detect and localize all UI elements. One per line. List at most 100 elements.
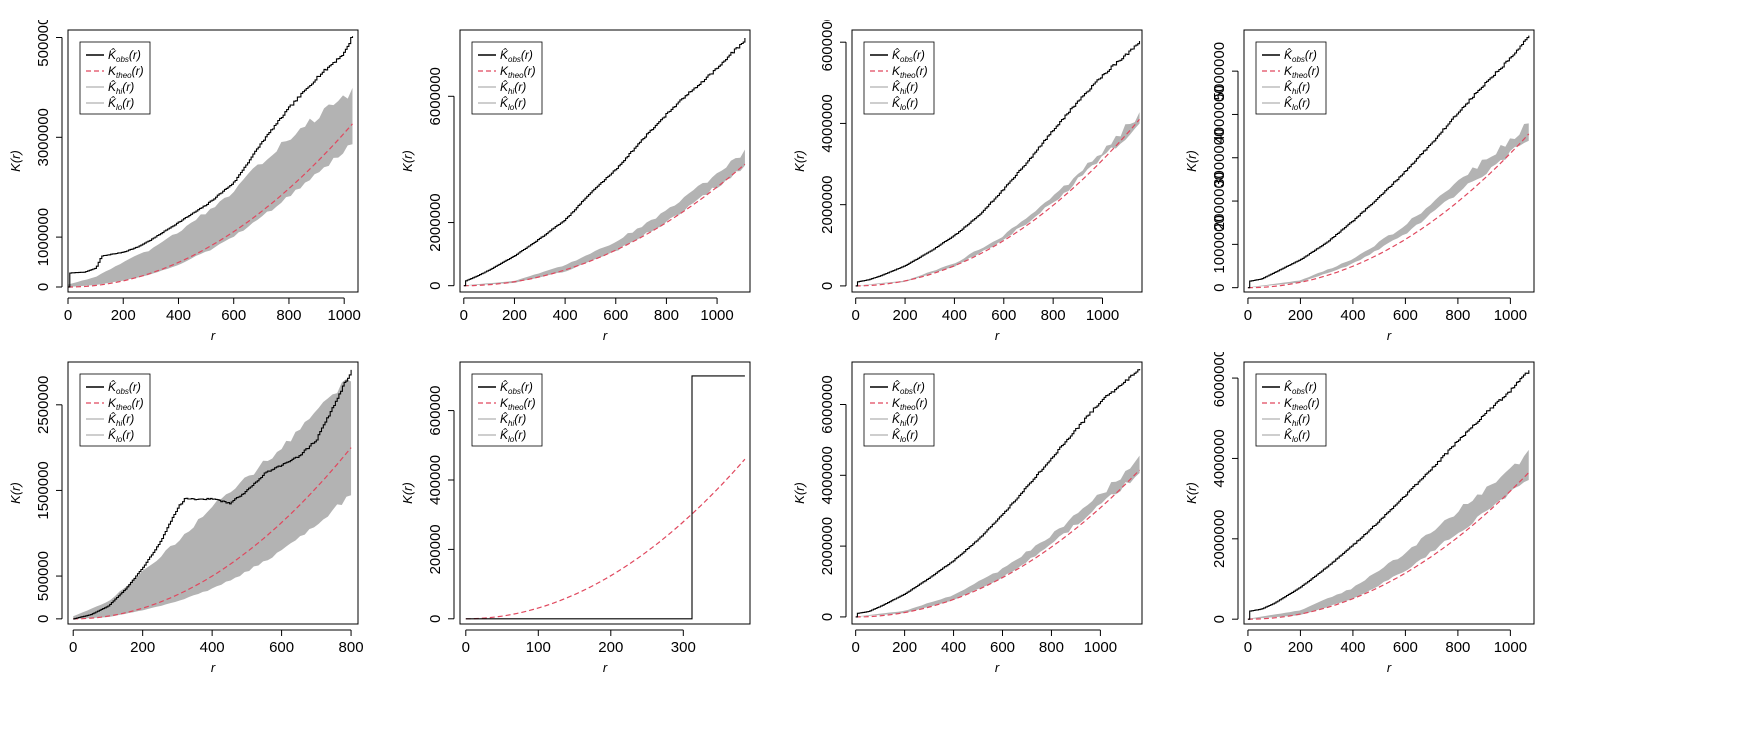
x-tick-label: 1000 xyxy=(1084,639,1117,656)
x-tick-label: 600 xyxy=(1393,639,1418,656)
y-tick-label: 3000000 xyxy=(1211,129,1228,187)
legend-entry: K̂hi(r) xyxy=(892,411,918,428)
legend-entry: K̂lo(r) xyxy=(500,427,526,444)
y-tick-label: 0 xyxy=(819,282,836,290)
theoretical-curve xyxy=(1247,133,1530,289)
legend: K̂obs(r)Ktheo(r)K̂hi(r)K̂lo(r) xyxy=(1255,41,1327,115)
legend-entry: K̂hi(r) xyxy=(1284,79,1310,96)
legend-entry: Ktheo(r) xyxy=(108,64,144,80)
y-tick-label: 6000000 xyxy=(819,20,836,71)
x-tick-label: 1000 xyxy=(328,307,361,324)
y-tick-label: 0 xyxy=(819,613,836,621)
y-tick-label: 5000000 xyxy=(1211,42,1228,100)
x-tick-label: 200 xyxy=(892,639,917,656)
y-axis-label: K(r) xyxy=(792,482,807,504)
x-tick-label: 0 xyxy=(69,639,77,656)
y-tick-label: 4000000 xyxy=(819,446,836,504)
theoretical-curve xyxy=(73,447,352,620)
x-tick-label: 400 xyxy=(942,307,967,324)
x-tick-label: 200 xyxy=(893,307,918,324)
y-axis-label: K(r) xyxy=(1184,150,1199,172)
legend: K̂obs(r)Ktheo(r)K̂hi(r)K̂lo(r) xyxy=(79,41,151,115)
k-function-panel-7: 0 200 400 600 800 1000 0 2000000 4000000 6000000 r… xyxy=(792,361,1143,675)
y-tick-label: 0 xyxy=(427,615,444,623)
legend-entry: K̂lo(r) xyxy=(892,95,918,112)
envelope-band xyxy=(68,87,353,288)
legend-entry: K̂hi(r) xyxy=(500,79,526,96)
x-tick-label: 200 xyxy=(130,639,155,656)
envelope-band xyxy=(73,378,352,619)
plot-frame xyxy=(459,361,751,625)
plot-frame xyxy=(851,29,1143,293)
y-tick-label: 5000000 xyxy=(35,20,52,67)
legend-entry: K̂lo(r) xyxy=(892,427,918,444)
x-tick-label: 0 xyxy=(851,639,859,656)
x-tick-label: 600 xyxy=(990,639,1015,656)
x-tick-label: 800 xyxy=(1445,639,1470,656)
x-tick-label: 0 xyxy=(64,307,72,324)
x-tick-label: 800 xyxy=(339,639,364,656)
x-tick-label: 300 xyxy=(671,639,696,656)
x-axis-label: r xyxy=(211,660,216,675)
x-tick-label: 600 xyxy=(269,639,294,656)
x-tick-label: 600 xyxy=(221,307,246,324)
legend: K̂obs(r)Ktheo(r)K̂hi(r)K̂lo(r) xyxy=(863,41,935,115)
envelope-band xyxy=(1247,123,1529,288)
observed-curve xyxy=(68,36,354,288)
y-tick-label: 6000000 xyxy=(427,67,444,125)
legend: K̂obs(r)Ktheo(r)K̂hi(r)K̂lo(r) xyxy=(471,373,543,447)
legend-entry: Ktheo(r) xyxy=(1284,396,1320,412)
x-tick-label: 800 xyxy=(1445,307,1470,324)
theoretical-curve xyxy=(1247,472,1530,620)
x-tick-label: 200 xyxy=(598,639,623,656)
x-tick-label: 1000 xyxy=(700,307,733,324)
y-tick-label: 1500000 xyxy=(35,461,52,519)
plot-frame xyxy=(67,361,359,625)
x-tick-label: 600 xyxy=(1393,307,1418,324)
y-tick-label: 500000 xyxy=(35,551,52,601)
legend-entry: K̂hi(r) xyxy=(108,411,134,428)
y-tick-label: 600000 xyxy=(427,386,444,436)
legend-entry: Ktheo(r) xyxy=(892,64,928,80)
legend-entry: K̂lo(r) xyxy=(1284,95,1310,112)
legend-entry: Ktheo(r) xyxy=(892,396,928,412)
x-tick-label: 0 xyxy=(462,639,470,656)
y-tick-label: 2500000 xyxy=(35,376,52,434)
legend-entry: K̂hi(r) xyxy=(500,411,526,428)
legend: K̂obs(r)Ktheo(r)K̂hi(r)K̂lo(r) xyxy=(1255,373,1327,447)
legend-entry: Ktheo(r) xyxy=(500,396,536,412)
k-function-panel-4: 0 200 400 600 800 1000 0 1000000200000030000004… xyxy=(1184,29,1535,343)
legend-entry: K̂obs(r) xyxy=(108,47,141,64)
x-tick-label: 200 xyxy=(1288,639,1313,656)
theoretical-curve xyxy=(855,469,1141,618)
x-axis-label: r xyxy=(603,660,608,675)
y-tick-label: 200000 xyxy=(427,524,444,574)
x-axis-label: r xyxy=(1387,328,1392,343)
observed-curve xyxy=(463,38,746,287)
x-tick-label: 400 xyxy=(200,639,225,656)
legend-entry: K̂obs(r) xyxy=(892,47,925,64)
x-tick-label: 100 xyxy=(526,639,551,656)
x-tick-label: 400 xyxy=(1340,307,1365,324)
theoretical-curve xyxy=(855,119,1140,287)
k-function-panel-6: 0 100 200 300 0 200000 400000 600000 r K(r) K̂obs(… xyxy=(400,361,751,675)
x-tick-label: 600 xyxy=(991,307,1016,324)
legend-entry: K̂lo(r) xyxy=(500,95,526,112)
legend-entry: K̂lo(r) xyxy=(108,95,134,112)
x-tick-label: 800 xyxy=(1039,639,1064,656)
x-tick-label: 0 xyxy=(460,307,468,324)
observed-curve xyxy=(1247,370,1530,620)
legend-entry: K̂lo(r) xyxy=(1284,427,1310,444)
y-axis-label: K(r) xyxy=(8,150,23,172)
x-tick-label: 0 xyxy=(1244,639,1252,656)
x-tick-label: 400 xyxy=(1340,639,1365,656)
legend-entry: K̂hi(r) xyxy=(108,79,134,96)
x-tick-label: 200 xyxy=(111,307,136,324)
x-axis-label: r xyxy=(211,328,216,343)
plot-frame xyxy=(1243,29,1535,293)
x-axis-label: r xyxy=(995,660,1000,675)
y-tick-label: 1000000 xyxy=(35,208,52,266)
x-tick-label: 200 xyxy=(502,307,527,324)
legend-entry: K̂obs(r) xyxy=(1284,47,1317,64)
